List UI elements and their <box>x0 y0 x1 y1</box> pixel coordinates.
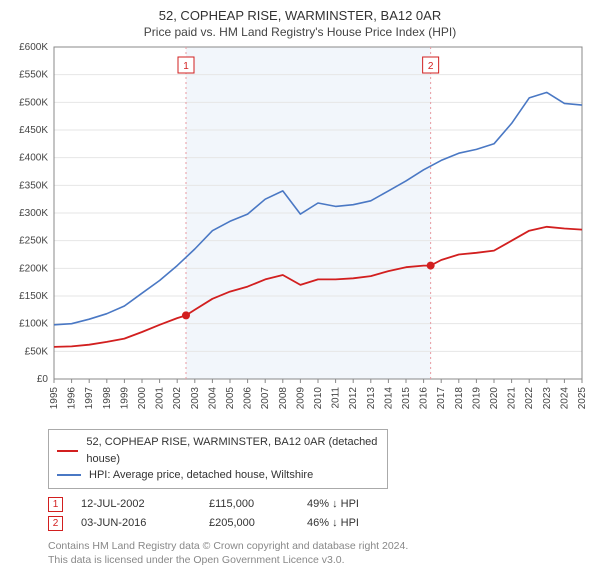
svg-text:£550K: £550K <box>19 70 48 81</box>
legend-item: HPI: Average price, detached house, Wilt… <box>57 467 379 484</box>
legend-label: HPI: Average price, detached house, Wilt… <box>89 467 313 484</box>
svg-text:2010: 2010 <box>313 387 324 410</box>
svg-text:£350K: £350K <box>19 180 48 191</box>
svg-text:2012: 2012 <box>348 387 359 410</box>
sale-hpi: 46% ↓ HPI <box>307 517 397 529</box>
svg-text:2009: 2009 <box>295 387 306 410</box>
svg-text:2006: 2006 <box>243 387 254 410</box>
sale-price: £205,000 <box>209 517 289 529</box>
svg-text:£100K: £100K <box>19 319 48 330</box>
svg-text:2001: 2001 <box>155 387 166 410</box>
svg-text:2004: 2004 <box>207 387 218 410</box>
svg-text:1996: 1996 <box>67 387 78 410</box>
svg-text:2025: 2025 <box>577 387 588 410</box>
svg-text:2: 2 <box>428 61 434 72</box>
svg-text:£300K: £300K <box>19 208 48 219</box>
legend: 52, COPHEAP RISE, WARMINSTER, BA12 0AR (… <box>48 429 388 489</box>
chart-area: £0 £50K £100K £150K £200K £250K £300K £350K £400… <box>10 43 590 423</box>
svg-text:£200K: £200K <box>19 263 48 274</box>
svg-text:2019: 2019 <box>471 387 482 410</box>
svg-text:£400K: £400K <box>19 153 48 164</box>
svg-text:2008: 2008 <box>278 387 289 410</box>
table-row: 2 03-JUN-2016 £205,000 46% ↓ HPI <box>48 514 590 533</box>
sale-price: £115,000 <box>209 498 289 510</box>
sale-hpi: 49% ↓ HPI <box>307 498 397 510</box>
svg-text:£600K: £600K <box>19 43 48 53</box>
svg-text:2014: 2014 <box>383 387 394 410</box>
svg-text:2020: 2020 <box>489 387 500 410</box>
line-chart-svg: £0 £50K £100K £150K £200K £250K £300K £350K £400… <box>10 43 590 423</box>
svg-text:2015: 2015 <box>401 387 412 410</box>
svg-text:2005: 2005 <box>225 387 236 410</box>
legend-label: 52, COPHEAP RISE, WARMINSTER, BA12 0AR (… <box>86 434 379 467</box>
footnote-line: Contains HM Land Registry data © Crown c… <box>48 539 568 553</box>
svg-text:£500K: £500K <box>19 97 48 108</box>
svg-text:2011: 2011 <box>331 387 342 409</box>
svg-text:£250K: £250K <box>19 236 48 247</box>
chart-subtitle: Price paid vs. HM Land Registry's House … <box>10 23 590 43</box>
sale-date: 12-JUL-2002 <box>81 498 191 510</box>
svg-text:2017: 2017 <box>436 387 447 410</box>
sale-badge: 1 <box>48 497 63 512</box>
sale-date: 03-JUN-2016 <box>81 517 191 529</box>
svg-text:2016: 2016 <box>419 387 430 410</box>
svg-text:2018: 2018 <box>454 387 465 410</box>
svg-text:£0: £0 <box>37 374 49 385</box>
svg-text:£150K: £150K <box>19 291 48 302</box>
table-row: 1 12-JUL-2002 £115,000 49% ↓ HPI <box>48 495 590 514</box>
svg-text:2013: 2013 <box>366 387 377 410</box>
svg-text:2000: 2000 <box>137 387 148 410</box>
sales-table: 1 12-JUL-2002 £115,000 49% ↓ HPI 2 03-JU… <box>48 495 590 533</box>
svg-text:2022: 2022 <box>524 387 535 410</box>
legend-swatch <box>57 450 78 452</box>
svg-text:2023: 2023 <box>542 387 553 410</box>
svg-text:2002: 2002 <box>172 387 183 410</box>
svg-text:1997: 1997 <box>84 387 95 410</box>
chart-title: 52, COPHEAP RISE, WARMINSTER, BA12 0AR <box>10 6 590 23</box>
legend-swatch <box>57 474 81 476</box>
svg-text:1999: 1999 <box>119 387 130 410</box>
svg-text:1: 1 <box>183 61 189 72</box>
svg-text:1995: 1995 <box>49 387 60 410</box>
footnote: Contains HM Land Registry data © Crown c… <box>48 539 568 567</box>
sale-badge: 2 <box>48 516 63 531</box>
svg-text:1998: 1998 <box>102 387 113 410</box>
svg-text:£450K: £450K <box>19 125 48 136</box>
svg-text:2021: 2021 <box>507 387 518 410</box>
chart-container: 52, COPHEAP RISE, WARMINSTER, BA12 0AR P… <box>0 0 600 560</box>
svg-text:£50K: £50K <box>25 346 49 357</box>
svg-text:2007: 2007 <box>260 387 271 410</box>
svg-text:2024: 2024 <box>559 387 570 410</box>
legend-item: 52, COPHEAP RISE, WARMINSTER, BA12 0AR (… <box>57 434 379 467</box>
svg-text:2003: 2003 <box>190 387 201 410</box>
title-block: 52, COPHEAP RISE, WARMINSTER, BA12 0AR P… <box>10 6 590 43</box>
